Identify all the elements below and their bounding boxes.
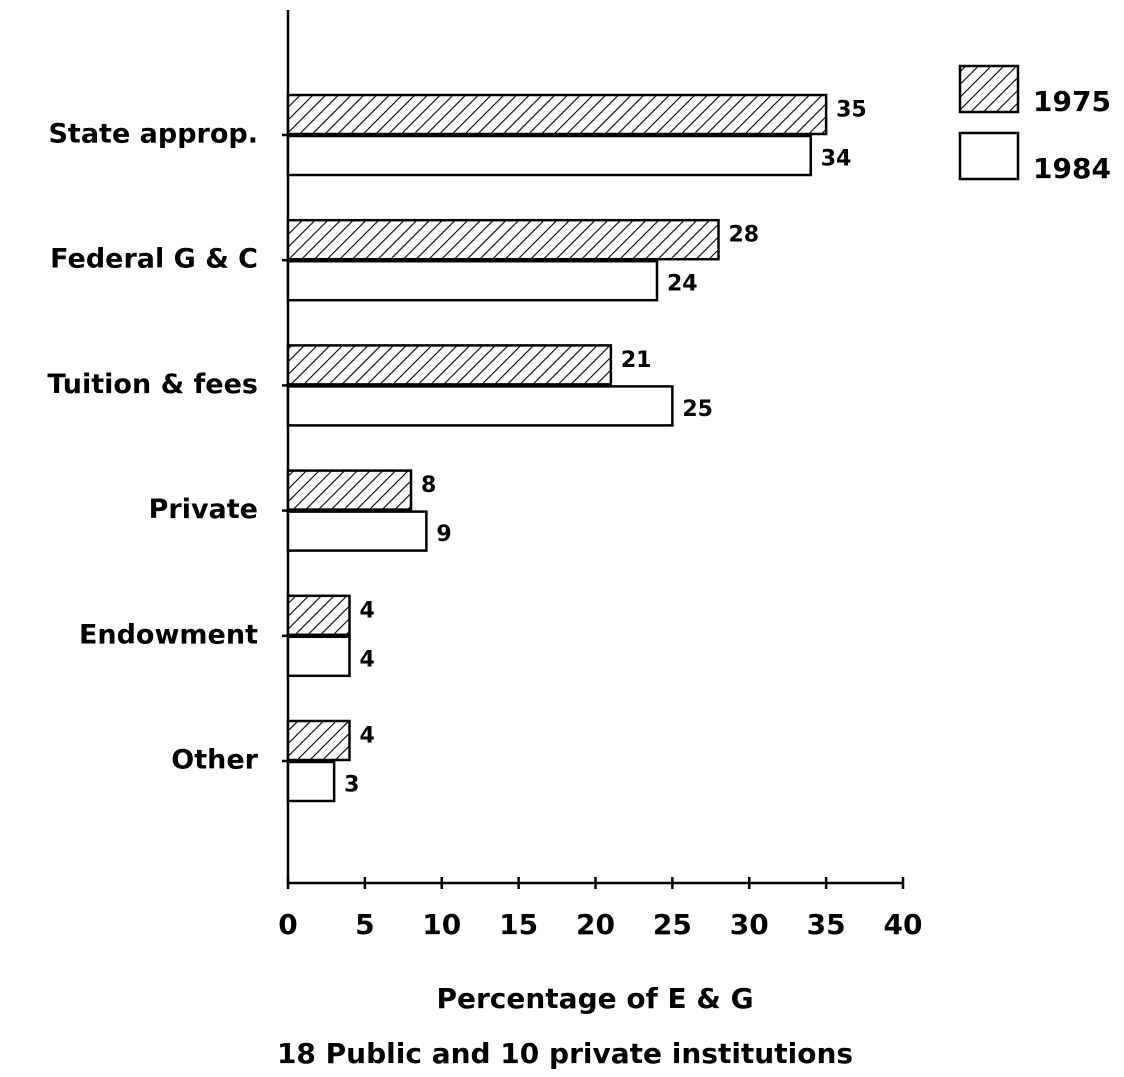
x-tick-label: 10 <box>422 908 461 941</box>
value-label: 25 <box>682 397 713 422</box>
value-label: 4 <box>360 598 375 623</box>
bar <box>286 760 336 803</box>
bar <box>286 469 413 511</box>
value-label: 4 <box>360 647 375 672</box>
y-tick-label: State approp. <box>48 119 258 150</box>
value-label: 8 <box>421 473 436 498</box>
value-label: 4 <box>360 724 375 749</box>
y-tick-label: Tuition & fees <box>47 369 258 400</box>
bar <box>286 594 351 637</box>
x-tick-label: 0 <box>278 908 297 941</box>
subtitle: 18 Public and 10 private institutions <box>277 1037 853 1070</box>
value-label: 34 <box>821 147 852 172</box>
x-tick-label: 30 <box>730 908 769 941</box>
x-tick-label: 35 <box>807 908 846 941</box>
legend-swatch <box>958 64 1020 114</box>
x-tick-label: 20 <box>576 908 615 941</box>
value-label: 9 <box>436 522 451 547</box>
value-label: 3 <box>344 773 359 798</box>
bar <box>286 510 428 552</box>
x-tick-label: 5 <box>355 908 374 941</box>
bar <box>286 344 613 386</box>
bar <box>286 259 659 302</box>
x-axis-label: Percentage of E & G <box>436 982 753 1015</box>
bar <box>286 635 351 678</box>
bar <box>286 719 351 762</box>
x-tick-label: 15 <box>499 908 538 941</box>
bar <box>286 134 812 177</box>
value-label: 24 <box>667 272 698 297</box>
bar <box>286 385 674 427</box>
value-label: 21 <box>621 348 652 373</box>
legend-label: 1984 <box>1033 152 1111 185</box>
bar <box>286 93 828 136</box>
bar <box>286 218 720 261</box>
x-tick-label: 40 <box>884 908 923 941</box>
legend-swatch <box>958 131 1020 181</box>
x-tick-label: 25 <box>653 908 692 941</box>
legend-label: 1975 <box>1033 85 1111 118</box>
y-tick-label: Other <box>171 745 258 776</box>
value-label: 35 <box>836 98 867 123</box>
value-label: 28 <box>729 223 760 248</box>
y-tick-label: Private <box>149 494 258 525</box>
y-tick-label: Endowment <box>79 619 258 650</box>
y-tick-label: Federal G & C <box>50 244 258 275</box>
